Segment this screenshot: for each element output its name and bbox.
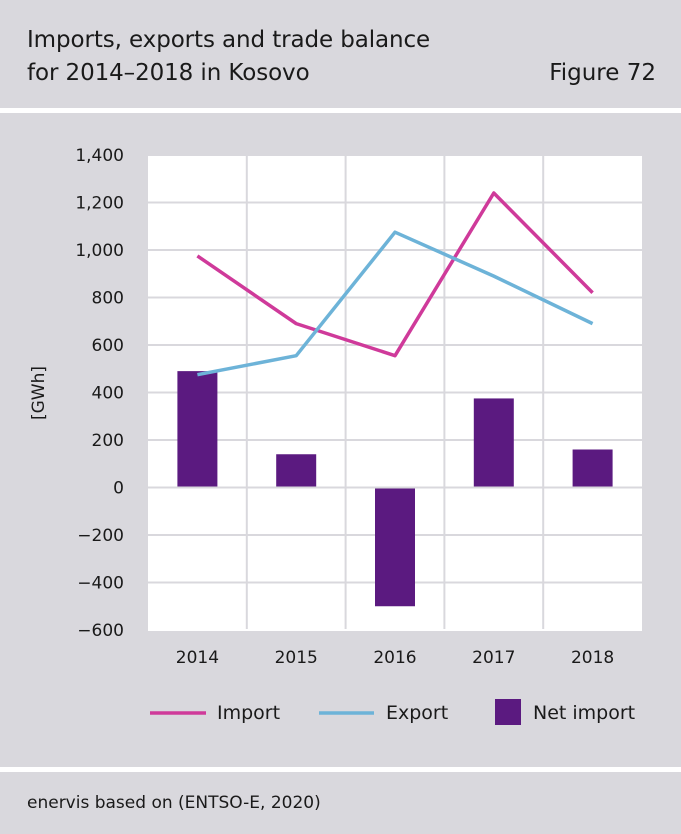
y-tick-label: −600 xyxy=(77,621,124,641)
net-import-bar xyxy=(276,454,317,488)
import-line xyxy=(196,191,594,358)
footer-divider xyxy=(0,767,681,772)
chart-header: Imports, exports and trade balance for 2… xyxy=(0,0,681,108)
chart-title-line-2: for 2014–2018 in Kosovo xyxy=(27,60,310,86)
y-tick-label: 400 xyxy=(92,384,124,404)
x-tick-label: 2014 xyxy=(176,648,219,668)
legend-import-label: Import xyxy=(217,702,280,724)
series-lines xyxy=(196,191,594,377)
y-tick-label: −200 xyxy=(77,526,124,546)
net-import-bars xyxy=(148,371,642,607)
y-tick-label: 800 xyxy=(92,289,124,309)
y-tick-label: −400 xyxy=(77,574,124,594)
chart-title: Imports, exports and trade balance for 2… xyxy=(27,24,430,90)
x-tick-label: 2015 xyxy=(275,648,318,668)
legend-export-label: Export xyxy=(386,702,448,724)
y-tick-label: 600 xyxy=(92,336,124,356)
y-tick-label: 1,000 xyxy=(75,241,124,261)
x-tick-label: 2017 xyxy=(472,648,515,668)
y-tick-label: 1,200 xyxy=(75,194,124,214)
header-divider xyxy=(0,108,681,113)
y-axis-label: [GWh] xyxy=(29,366,49,420)
chart: 1,400 1,200 1,000 800 600 400 200 0 −200 −400 −600… xyxy=(29,146,642,725)
export-line xyxy=(197,230,594,377)
legend: Import Export Net import xyxy=(150,699,635,725)
figure-number: Figure 72 xyxy=(549,60,656,86)
x-axis-ticks: 2014 2015 2016 2017 2018 xyxy=(176,648,614,668)
y-tick-label: 1,400 xyxy=(75,146,124,166)
legend-net-import-swatch xyxy=(495,699,521,725)
legend-net-import-label: Net import xyxy=(533,702,635,724)
chart-title-line-1: Imports, exports and trade balance xyxy=(27,27,431,53)
net-import-bar xyxy=(473,398,514,488)
y-axis-ticks: 1,400 1,200 1,000 800 600 400 200 0 −200 −400 −600 xyxy=(75,146,124,641)
net-import-bar xyxy=(177,371,218,488)
y-tick-label: 200 xyxy=(92,431,124,451)
net-import-bar xyxy=(375,487,415,607)
net-import-bar xyxy=(572,449,613,488)
x-tick-label: 2016 xyxy=(373,648,416,668)
source-note: enervis based on (ENTSO-E, 2020) xyxy=(27,793,321,813)
y-tick-label: 0 xyxy=(113,479,124,499)
x-tick-label: 2018 xyxy=(571,648,614,668)
